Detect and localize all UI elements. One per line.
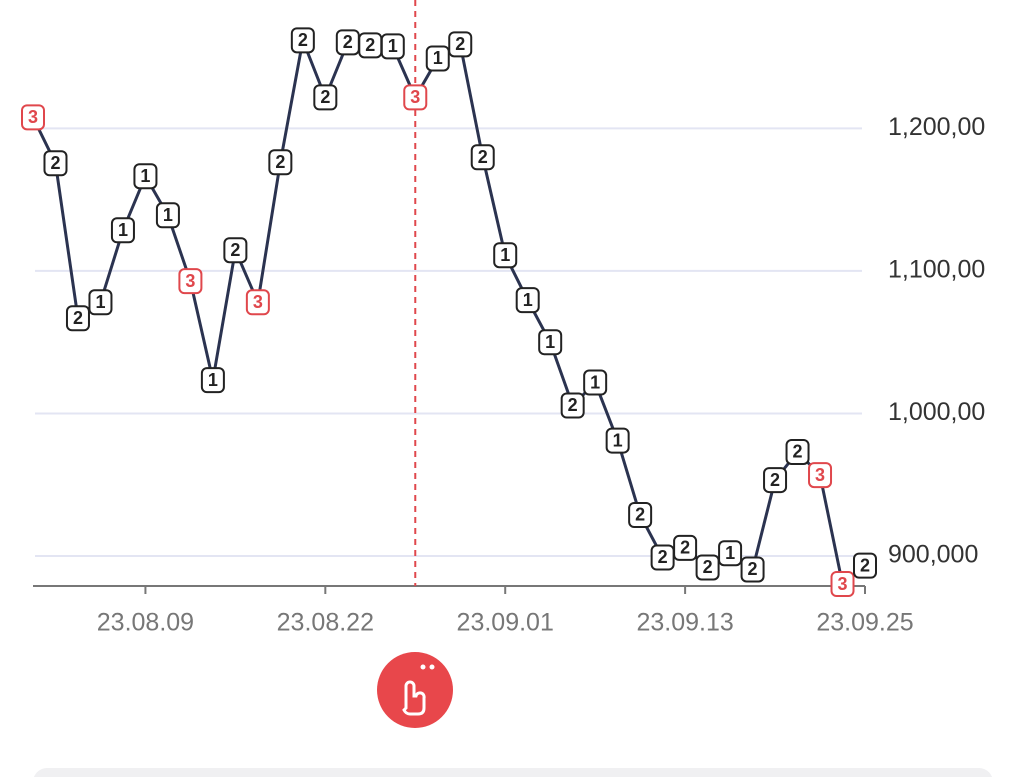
x-tick-label: 23.08.22 [277, 609, 374, 637]
point-marker [493, 242, 518, 269]
bottom-panel [33, 768, 993, 782]
point-marker [650, 544, 675, 571]
point-label: 2 [793, 442, 803, 462]
point-label: 1 [523, 290, 533, 310]
point-marker [380, 33, 405, 60]
point-label: 1 [725, 543, 735, 563]
point-label: 2 [658, 547, 668, 567]
hand-icon [402, 680, 426, 716]
x-tick-label: 23.09.01 [457, 609, 554, 637]
point-label: 3 [815, 465, 825, 485]
point-label: 3 [838, 574, 848, 594]
point-label: 1 [500, 245, 510, 265]
point-label: 1 [388, 36, 398, 56]
point-label: 2 [455, 34, 465, 54]
point-label: 2 [365, 35, 375, 55]
point-label: 2 [568, 395, 578, 415]
point-marker [830, 571, 855, 598]
point-marker [695, 554, 720, 581]
point-label: 3 [28, 107, 38, 127]
point-marker [740, 556, 765, 583]
point-label: 2 [275, 152, 285, 172]
point-label: 3 [185, 271, 195, 291]
x-tick-label: 23.09.13 [636, 609, 733, 637]
point-marker [538, 329, 563, 356]
point-marker [718, 540, 743, 567]
point-marker [223, 237, 248, 264]
point-label: 2 [478, 147, 488, 167]
point-marker [155, 202, 180, 229]
point-marker [110, 217, 135, 244]
point-marker [88, 289, 113, 316]
point-marker [763, 467, 788, 494]
point-label: 1 [208, 370, 218, 390]
point-marker [628, 501, 653, 528]
point-label: 2 [320, 87, 330, 107]
point-marker [605, 427, 630, 454]
point-marker [313, 84, 338, 111]
point-marker [290, 27, 315, 54]
point-label: 1 [613, 430, 623, 450]
y-tick-label: 1,100,00 [888, 256, 985, 284]
point-marker [200, 367, 225, 394]
point-label: 2 [860, 555, 870, 575]
point-label: 2 [748, 559, 758, 579]
point-marker [448, 31, 473, 58]
icon-dot [429, 664, 435, 670]
point-marker [515, 287, 540, 314]
point-marker [560, 392, 585, 419]
point-marker [65, 305, 90, 332]
point-marker [583, 369, 608, 396]
point-marker [808, 462, 833, 489]
point-marker [133, 163, 158, 190]
point-marker [178, 268, 203, 295]
point-marker [268, 149, 293, 176]
point-marker [785, 438, 810, 465]
point-marker [425, 45, 450, 72]
icon-dot [420, 664, 426, 670]
touch-button[interactable] [377, 652, 453, 728]
series-line [31, 34, 866, 587]
x-tick-label: 23.09.25 [816, 609, 913, 637]
point-label: 2 [680, 538, 690, 558]
point-label: 1 [95, 292, 105, 312]
point-label: 3 [253, 292, 263, 312]
point-marker [403, 84, 428, 111]
point-label: 3 [410, 87, 420, 107]
point-label: 2 [635, 505, 645, 525]
point-label: 2 [230, 240, 240, 260]
point-label: 2 [73, 308, 83, 328]
point-marker [245, 289, 270, 316]
x-tick-label: 23.08.09 [97, 609, 194, 637]
point-label: 1 [140, 166, 150, 186]
point-label: 2 [703, 557, 713, 577]
point-marker [853, 552, 877, 579]
point-label: 1 [590, 372, 600, 392]
point-label: 2 [298, 30, 308, 50]
y-tick-label: 900,000 [888, 541, 978, 569]
point-label: 1 [118, 220, 128, 240]
y-tick-label: 1,200,00 [888, 113, 985, 141]
point-marker [470, 144, 495, 171]
y-tick-label: 1,000,00 [888, 398, 985, 426]
point-marker [21, 104, 45, 131]
point-label: 1 [545, 332, 555, 352]
point-label: 2 [343, 32, 353, 52]
point-marker [673, 534, 698, 561]
point-label: 1 [433, 48, 443, 68]
point-marker [43, 150, 68, 177]
point-label: 2 [50, 153, 60, 173]
point-label: 1 [163, 205, 173, 225]
point-label: 2 [770, 470, 780, 490]
